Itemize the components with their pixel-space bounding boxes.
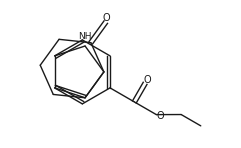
Text: O: O (156, 111, 164, 121)
Text: O: O (103, 13, 110, 23)
Text: O: O (144, 75, 151, 85)
Text: NH: NH (78, 32, 92, 41)
